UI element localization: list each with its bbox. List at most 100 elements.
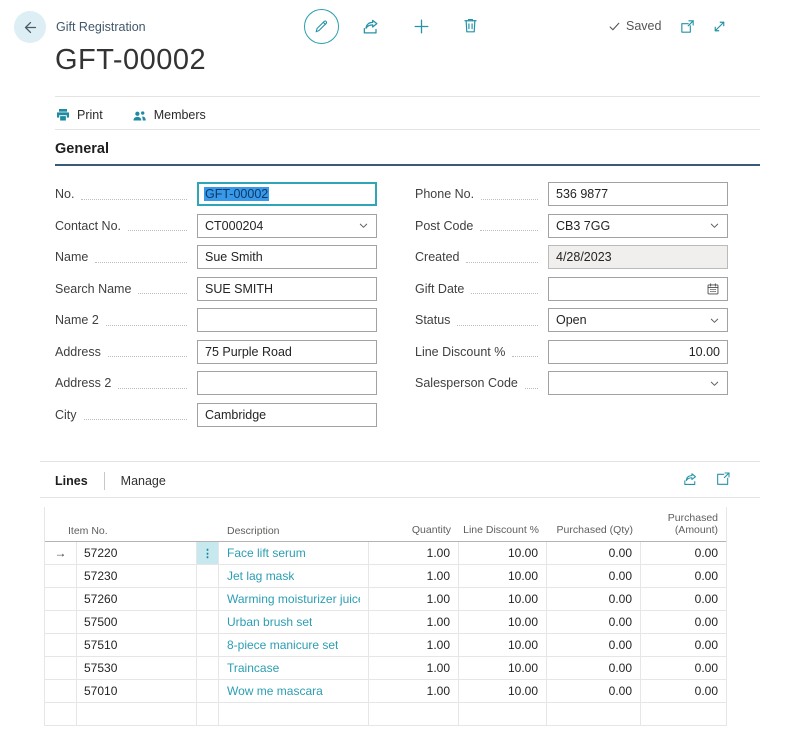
gift-date-field[interactable]: [548, 276, 728, 301]
tab-lines[interactable]: Lines: [55, 474, 88, 488]
cell-purchased-qty[interactable]: 0.00: [547, 634, 641, 656]
cell-quantity[interactable]: 1.00: [369, 588, 459, 610]
field-row: Name Sue Smith: [55, 245, 377, 269]
contact-no-field[interactable]: CT000204: [197, 213, 377, 238]
cell-item-no[interactable]: 57260: [77, 588, 197, 610]
members-button[interactable]: Members: [131, 107, 206, 124]
cell-purchased-amount[interactable]: 0.00: [694, 638, 718, 652]
cell-item-no[interactable]: 57220: [77, 542, 197, 564]
description-link[interactable]: Jet lag mask: [227, 569, 295, 583]
resize-diagonal-icon: [711, 18, 728, 35]
row-menu-button[interactable]: [197, 680, 219, 702]
row-menu-button[interactable]: [197, 565, 219, 587]
cell-purchased-amount[interactable]: 0.00: [694, 569, 718, 583]
cell-item-no[interactable]: [77, 703, 197, 725]
cell-item-no[interactable]: 57510: [77, 634, 197, 656]
col-header-purchased-amount[interactable]: Purchased (Amount): [667, 511, 718, 537]
cell-purchased-amount[interactable]: 0.00: [694, 661, 718, 675]
description-link[interactable]: 8-piece manicure set: [227, 638, 339, 652]
col-header-description[interactable]: Description: [227, 525, 280, 537]
cell-purchased-qty[interactable]: [547, 703, 641, 725]
cell-item-no[interactable]: 57500: [77, 611, 197, 633]
cell-purchased-amount[interactable]: 0.00: [694, 615, 718, 629]
cell-quantity[interactable]: [369, 703, 459, 725]
row-menu-button[interactable]: [197, 634, 219, 656]
cell-quantity[interactable]: 1.00: [369, 542, 459, 564]
cell-line-discount[interactable]: 10.00: [459, 565, 547, 587]
address-field[interactable]: 75 Purple Road: [197, 339, 377, 364]
open-in-new-window-button[interactable]: [679, 18, 696, 35]
focus-mode-icon[interactable]: [715, 471, 731, 488]
cell-purchased-amount[interactable]: 0.00: [694, 546, 718, 560]
row-menu-button[interactable]: [197, 611, 219, 633]
city-field[interactable]: Cambridge: [197, 402, 377, 427]
manage-menu[interactable]: Manage: [120, 474, 166, 488]
share-button[interactable]: [361, 17, 381, 37]
description-link[interactable]: Urban brush set: [227, 615, 313, 629]
edit-button[interactable]: [304, 9, 339, 44]
row-menu-button[interactable]: [197, 657, 219, 679]
cell-description[interactable]: [219, 703, 369, 725]
cell-quantity[interactable]: 1.00: [369, 680, 459, 702]
salesperson-code-field[interactable]: [548, 371, 728, 395]
share-icon[interactable]: [682, 471, 699, 488]
row-menu-button[interactable]: [197, 703, 219, 725]
cell-line-discount[interactable]: [459, 703, 547, 725]
no-field[interactable]: GFT-00002: [197, 182, 377, 206]
cell-item-no[interactable]: 57010: [77, 680, 197, 702]
cell-purchased-qty[interactable]: 0.00: [547, 657, 641, 679]
cell-line-discount[interactable]: 10.00: [459, 634, 547, 656]
col-header-item-no[interactable]: Item No.: [68, 525, 108, 537]
cell-purchased-amount[interactable]: [641, 703, 726, 725]
cell-purchased-amount[interactable]: 0.00: [694, 684, 718, 698]
chevron-down-icon[interactable]: [709, 378, 720, 389]
dotted-leader: [512, 346, 538, 357]
cell-line-discount[interactable]: 10.00: [459, 680, 547, 702]
chevron-down-icon[interactable]: [709, 220, 720, 231]
new-button[interactable]: [412, 17, 431, 36]
cell-quantity[interactable]: 1.00: [369, 634, 459, 656]
toggle-width-button[interactable]: [711, 18, 728, 35]
cell-item-no[interactable]: 57530: [77, 657, 197, 679]
chevron-down-icon[interactable]: [709, 315, 720, 326]
cell-purchased-qty[interactable]: 0.00: [547, 542, 641, 564]
name2-field[interactable]: [197, 308, 377, 332]
cell-purchased-qty[interactable]: 0.00: [547, 565, 641, 587]
description-link[interactable]: Face lift serum: [227, 546, 306, 560]
search-name-field[interactable]: SUE SMITH: [197, 276, 377, 301]
cell-quantity[interactable]: 1.00: [369, 657, 459, 679]
cell-purchased-qty[interactable]: 0.00: [547, 588, 641, 610]
col-header-purchased-qty[interactable]: Purchased (Qty): [556, 524, 633, 537]
cell-line-discount[interactable]: 10.00: [459, 542, 547, 564]
back-button[interactable]: [14, 11, 46, 43]
address2-field[interactable]: [197, 371, 377, 395]
cell-line-discount[interactable]: 10.00: [459, 657, 547, 679]
name-field[interactable]: Sue Smith: [197, 245, 377, 269]
chevron-down-icon[interactable]: [358, 220, 369, 231]
line-discount-field[interactable]: 10.00: [548, 339, 728, 364]
field-row: Contact No. CT000204: [55, 213, 377, 238]
description-link[interactable]: Traincase: [227, 661, 280, 675]
dotted-leader: [81, 189, 187, 200]
status-field[interactable]: Open: [548, 308, 728, 332]
print-button[interactable]: Print: [55, 107, 103, 123]
cell-purchased-qty[interactable]: 0.00: [547, 611, 641, 633]
description-link[interactable]: Wow me mascara: [227, 684, 323, 698]
cell-item-no[interactable]: 57230: [77, 565, 197, 587]
delete-button[interactable]: [461, 16, 480, 35]
row-menu-button[interactable]: [197, 588, 219, 610]
description-link[interactable]: Warming moisturizer juice: [227, 592, 360, 606]
cell-quantity[interactable]: 1.00: [369, 565, 459, 587]
col-header-line-discount[interactable]: Line Discount %: [463, 524, 539, 537]
action-bar: Print Members: [55, 103, 206, 127]
post-code-field[interactable]: CB3 7GG: [548, 213, 728, 238]
row-menu-button[interactable]: ⋮: [197, 542, 219, 564]
cell-purchased-amount[interactable]: 0.00: [694, 592, 718, 606]
cell-purchased-qty[interactable]: 0.00: [547, 680, 641, 702]
cell-line-discount[interactable]: 10.00: [459, 588, 547, 610]
cell-quantity[interactable]: 1.00: [369, 611, 459, 633]
calendar-icon[interactable]: [706, 282, 720, 296]
phone-no-field[interactable]: 536 9877: [548, 182, 728, 206]
col-header-quantity[interactable]: Quantity: [411, 524, 451, 537]
cell-line-discount[interactable]: 10.00: [459, 611, 547, 633]
